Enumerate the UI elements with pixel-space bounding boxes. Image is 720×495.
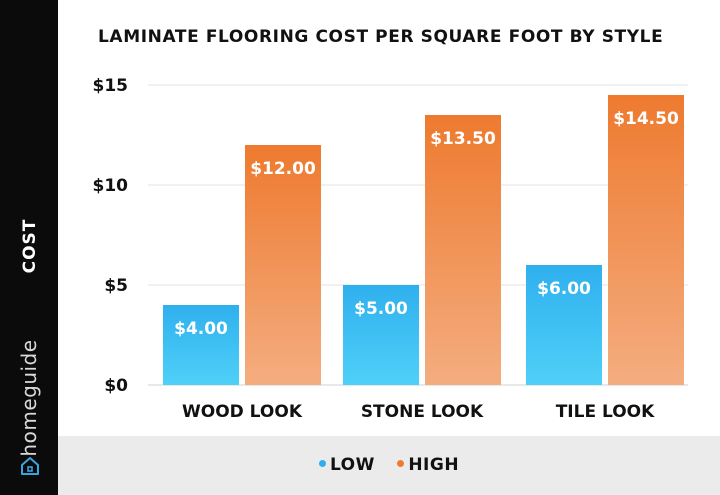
y-tick-label: $10: [93, 176, 129, 196]
legend: LOW HIGH: [58, 455, 720, 475]
x-tick-label: WOOD LOOK: [182, 402, 303, 422]
bar-low-0: [163, 305, 239, 385]
legend-area: LOW HIGH: [58, 436, 720, 495]
bar-value-label: $13.50: [430, 129, 496, 149]
legend-label-high: HIGH: [408, 455, 460, 475]
y-tick-label: $5: [104, 276, 128, 296]
chart-title: LAMINATE FLOORING COST PER SQUARE FOOT B…: [98, 27, 664, 47]
bar-value-label: $5.00: [354, 299, 408, 319]
legend-label-low: LOW: [329, 455, 375, 475]
y-tick-label: $0: [104, 376, 128, 396]
x-tick-label: TILE LOOK: [556, 402, 655, 422]
bar-value-label: $12.00: [250, 159, 316, 179]
bar-low-2: [526, 265, 602, 385]
bar-high-2: [608, 95, 684, 385]
house-icon: [21, 457, 39, 475]
legend-dot-high: [397, 459, 405, 467]
left-sidebar: COST homeguide: [0, 0, 58, 495]
bar-value-label: $14.50: [613, 109, 679, 129]
bar-high-1: [425, 115, 501, 385]
bar-high-0: [245, 145, 321, 385]
bar-value-label: $6.00: [537, 279, 591, 299]
legend-item-high: HIGH: [397, 455, 459, 475]
legend-item-low: LOW: [318, 455, 375, 475]
bar-low-1: [343, 285, 419, 385]
x-tick-label: STONE LOOK: [361, 402, 484, 422]
bar-value-label: $4.00: [174, 319, 228, 339]
legend-dot-low: [318, 459, 326, 467]
y-tick-label: $15: [93, 76, 129, 96]
